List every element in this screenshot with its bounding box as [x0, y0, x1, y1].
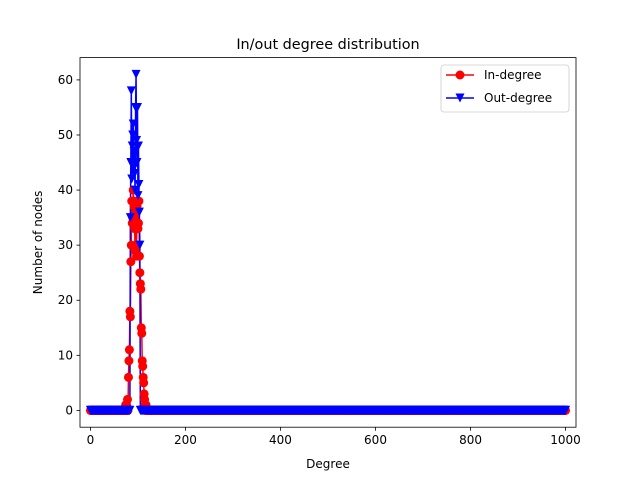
data-point	[134, 180, 144, 190]
x-tick-label: 800	[459, 433, 482, 447]
x-tick-label: 0	[87, 433, 95, 447]
y-tick-label: 40	[58, 183, 73, 197]
data-point	[124, 356, 134, 366]
data-point	[135, 240, 145, 250]
x-axis-label: Degree	[306, 457, 350, 471]
data-point	[130, 185, 140, 195]
x-axis-ticks: 0 200 400 600 800 1000	[87, 427, 581, 447]
legend-box	[440, 64, 570, 113]
y-tick-label: 0	[65, 403, 73, 417]
chart-title: In/out degree distribution	[236, 37, 419, 53]
data-point	[125, 213, 135, 223]
y-tick-label: 10	[58, 348, 73, 362]
data-point	[126, 257, 136, 267]
legend-label-in-degree: In-degree	[484, 68, 542, 82]
data-point	[138, 361, 148, 371]
data-point	[137, 328, 147, 338]
data-point	[128, 130, 138, 140]
y-axis-ticks: 0 10 20 30 40 50 60	[58, 73, 80, 417]
y-axis-label: Number of nodes	[31, 191, 45, 295]
data-point	[133, 141, 143, 151]
data-point	[132, 158, 142, 168]
x-tick-label: 200	[174, 433, 197, 447]
data-point	[134, 196, 144, 206]
data-point	[132, 102, 142, 112]
y-tick-label: 20	[58, 293, 73, 307]
data-point	[127, 141, 137, 151]
data-point	[134, 251, 144, 261]
y-tick-label: 60	[58, 73, 73, 87]
data-point	[135, 268, 145, 278]
legend: In-degree Out-degree	[440, 64, 570, 113]
data-point	[133, 191, 143, 201]
y-tick-label: 50	[58, 128, 73, 142]
legend-marker-in-degree	[455, 70, 465, 80]
data-point	[139, 378, 149, 388]
data-point	[131, 69, 141, 79]
legend-label-out-degree: Out-degree	[484, 91, 552, 105]
data-point	[123, 372, 133, 382]
data-point	[126, 86, 136, 96]
data-point	[129, 147, 139, 157]
data-point	[136, 284, 146, 294]
y-tick-label: 30	[58, 238, 73, 252]
x-tick-label: 600	[364, 433, 387, 447]
data-point	[129, 163, 139, 173]
series-markers	[85, 69, 571, 415]
data-point	[123, 394, 133, 404]
plot-frame	[79, 57, 577, 428]
series-markers-out-degree	[85, 69, 571, 415]
data-point	[561, 405, 571, 415]
data-point	[130, 169, 140, 179]
data-point	[126, 158, 136, 168]
data-point	[128, 119, 138, 129]
data-point	[132, 136, 142, 145]
x-tick-label: 400	[269, 433, 292, 447]
data-point	[124, 345, 134, 355]
data-point	[125, 312, 135, 322]
x-tick-label: 1000	[550, 433, 581, 447]
data-point	[134, 207, 144, 217]
legend-marker-out-degree	[455, 93, 465, 103]
data-point	[125, 405, 135, 415]
data-point	[133, 218, 143, 228]
